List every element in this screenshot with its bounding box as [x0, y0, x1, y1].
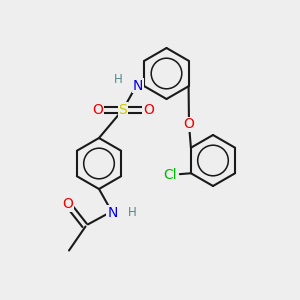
- Text: O: O: [62, 197, 73, 211]
- Text: O: O: [92, 103, 103, 116]
- Text: N: N: [133, 79, 143, 92]
- Text: S: S: [118, 103, 127, 116]
- Text: N: N: [107, 206, 118, 220]
- Text: O: O: [184, 118, 194, 131]
- Text: Cl: Cl: [163, 168, 177, 182]
- Text: H: H: [114, 73, 123, 86]
- Text: H: H: [128, 206, 136, 220]
- Text: O: O: [143, 103, 154, 116]
